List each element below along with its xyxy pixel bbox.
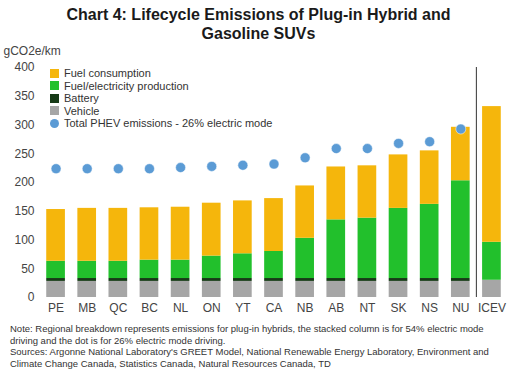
svg-text:300: 300	[14, 118, 34, 132]
svg-text:BC: BC	[141, 301, 158, 315]
svg-text:0: 0	[28, 290, 35, 304]
svg-text:200: 200	[14, 175, 34, 189]
svg-text:NL: NL	[173, 301, 189, 315]
svg-text:gCO2e/km: gCO2e/km	[4, 44, 61, 58]
html-text:Fuel consumption: Fuel consumption	[64, 67, 151, 79]
svg-text:150: 150	[14, 204, 34, 218]
svg-text:SK: SK	[391, 301, 407, 315]
svg-text:YT: YT	[235, 301, 251, 315]
svg-text:MB: MB	[78, 301, 96, 315]
svg-text:100: 100	[14, 233, 34, 247]
svg-text:NB: NB	[297, 301, 314, 315]
svg-text:400: 400	[14, 60, 34, 74]
svg-text:NU: NU	[452, 301, 469, 315]
svg-text:PE: PE	[48, 301, 64, 315]
svg-text:AB: AB	[328, 301, 344, 315]
svg-text:ON: ON	[203, 301, 221, 315]
html-text:Vehicle: Vehicle	[64, 104, 100, 117]
svg-text:250: 250	[14, 147, 34, 161]
html-text:Chart 4: Lifecycle Emissions o: Chart 4: Lifecycle Emissions of Plug-in …	[66, 6, 451, 42]
html-text:Battery: Battery	[64, 92, 99, 104]
svg-text:CA: CA	[266, 301, 283, 315]
html-text:Total PHEV emissions - 26% ele: Total PHEV emissions - 26% electric mode	[64, 117, 273, 129]
html-text:Sources: Argonne National Labo: Sources: Argonne National Laboratory's G…	[10, 346, 489, 369]
svg-text:NT: NT	[359, 301, 376, 315]
html-text:Note: Regional breakdown repre: Note: Regional breakdown represents emis…	[10, 323, 484, 346]
svg-text:350: 350	[14, 89, 34, 103]
svg-text:NS: NS	[421, 301, 438, 315]
svg-text:QC: QC	[109, 301, 127, 315]
svg-text:50: 50	[21, 262, 35, 276]
svg-text:ICEV: ICEV	[478, 301, 506, 315]
html-text:Fuel/electricity production: Fuel/electricity production	[64, 79, 189, 92]
